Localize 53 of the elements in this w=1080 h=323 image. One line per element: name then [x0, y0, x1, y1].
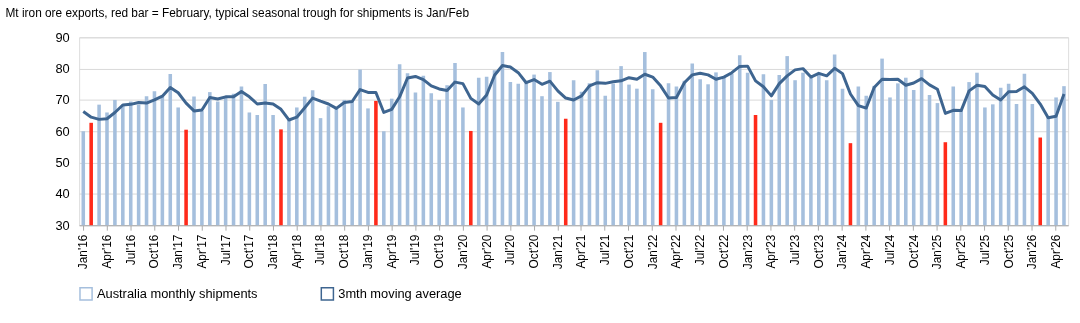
x-tick-label: Oct'21 — [621, 234, 636, 269]
x-tick-label: Jul'20 — [503, 234, 518, 266]
x-tick-label: Apr'24 — [859, 234, 874, 269]
x-tick-label: Oct'17 — [242, 234, 257, 269]
x-tick-label: Apr'20 — [479, 234, 494, 269]
x-tick-label: Apr'21 — [574, 234, 589, 269]
x-tick-label: Oct'16 — [147, 234, 162, 269]
x-tick-label: Jul'24 — [882, 234, 897, 266]
y-tick-label: 90 — [55, 29, 70, 45]
y-tick-label: 70 — [55, 92, 70, 108]
x-tick-label: Jan'23 — [740, 234, 755, 270]
x-tick-label: Oct'23 — [811, 234, 826, 269]
x-tick-label: Apr'22 — [669, 234, 684, 269]
x-tick-label: Jul'16 — [123, 234, 138, 266]
x-tick-label: Jan'21 — [550, 234, 565, 270]
x-tick-label: Jan'17 — [171, 234, 186, 270]
x-tick-label: Apr'19 — [384, 234, 399, 269]
x-tick-label: Jul'18 — [313, 234, 328, 266]
line-series — [81, 64, 1066, 122]
x-tick-label: Oct'19 — [432, 234, 447, 269]
y-tick-label: 50 — [55, 155, 70, 171]
x-tick-label: Oct'24 — [906, 234, 921, 269]
x-tick-label: Jul'23 — [788, 234, 803, 266]
y-tick-label: 60 — [55, 123, 70, 139]
x-tick-label: Jul'22 — [693, 234, 708, 266]
x-tick-label: Oct'22 — [716, 234, 731, 269]
x-tick-label: Jan'25 — [930, 234, 945, 270]
x-tick-label: Jan'16 — [76, 234, 91, 270]
x-tick-label: Oct'20 — [527, 234, 542, 269]
x-tick-label: Apr'16 — [99, 234, 114, 269]
x-tick-label: Jan'26 — [1025, 234, 1040, 270]
legend-label: 3mth moving average — [338, 285, 462, 301]
y-tick-label: 80 — [55, 61, 70, 77]
x-tick-label: Jan'24 — [835, 234, 850, 270]
y-tick-label: 40 — [55, 186, 70, 202]
x-tick-label: Apr'26 — [1049, 234, 1064, 269]
x-tick-label: Apr'25 — [954, 234, 969, 269]
x-tick-label: Oct'18 — [337, 234, 352, 269]
x-tick-label: Apr'23 — [764, 234, 779, 269]
x-tick-label: Jul'19 — [408, 234, 423, 266]
x-tick-label: Jan'19 — [360, 234, 375, 270]
x-tick-label: Apr'17 — [194, 234, 209, 269]
chart-title: Mt iron ore exports, red bar = February, typical seasonal trough for shipments is Jan/Feb — [5, 5, 470, 20]
x-tick-label: Jul'17 — [218, 234, 233, 266]
y-tick-label: 30 — [55, 217, 70, 233]
legend-label: Australia monthly shipments — [96, 285, 258, 301]
x-tick-label: Jul'21 — [598, 234, 613, 266]
x-tick-label: Jan'20 — [455, 234, 470, 270]
x-tick-label: Jan'22 — [645, 234, 660, 270]
x-tick-label: Oct'25 — [1001, 234, 1016, 269]
x-tick-label: Jan'18 — [266, 234, 281, 270]
x-tick-label: Apr'18 — [289, 234, 304, 269]
x-tick-label: Jul'25 — [977, 234, 992, 266]
